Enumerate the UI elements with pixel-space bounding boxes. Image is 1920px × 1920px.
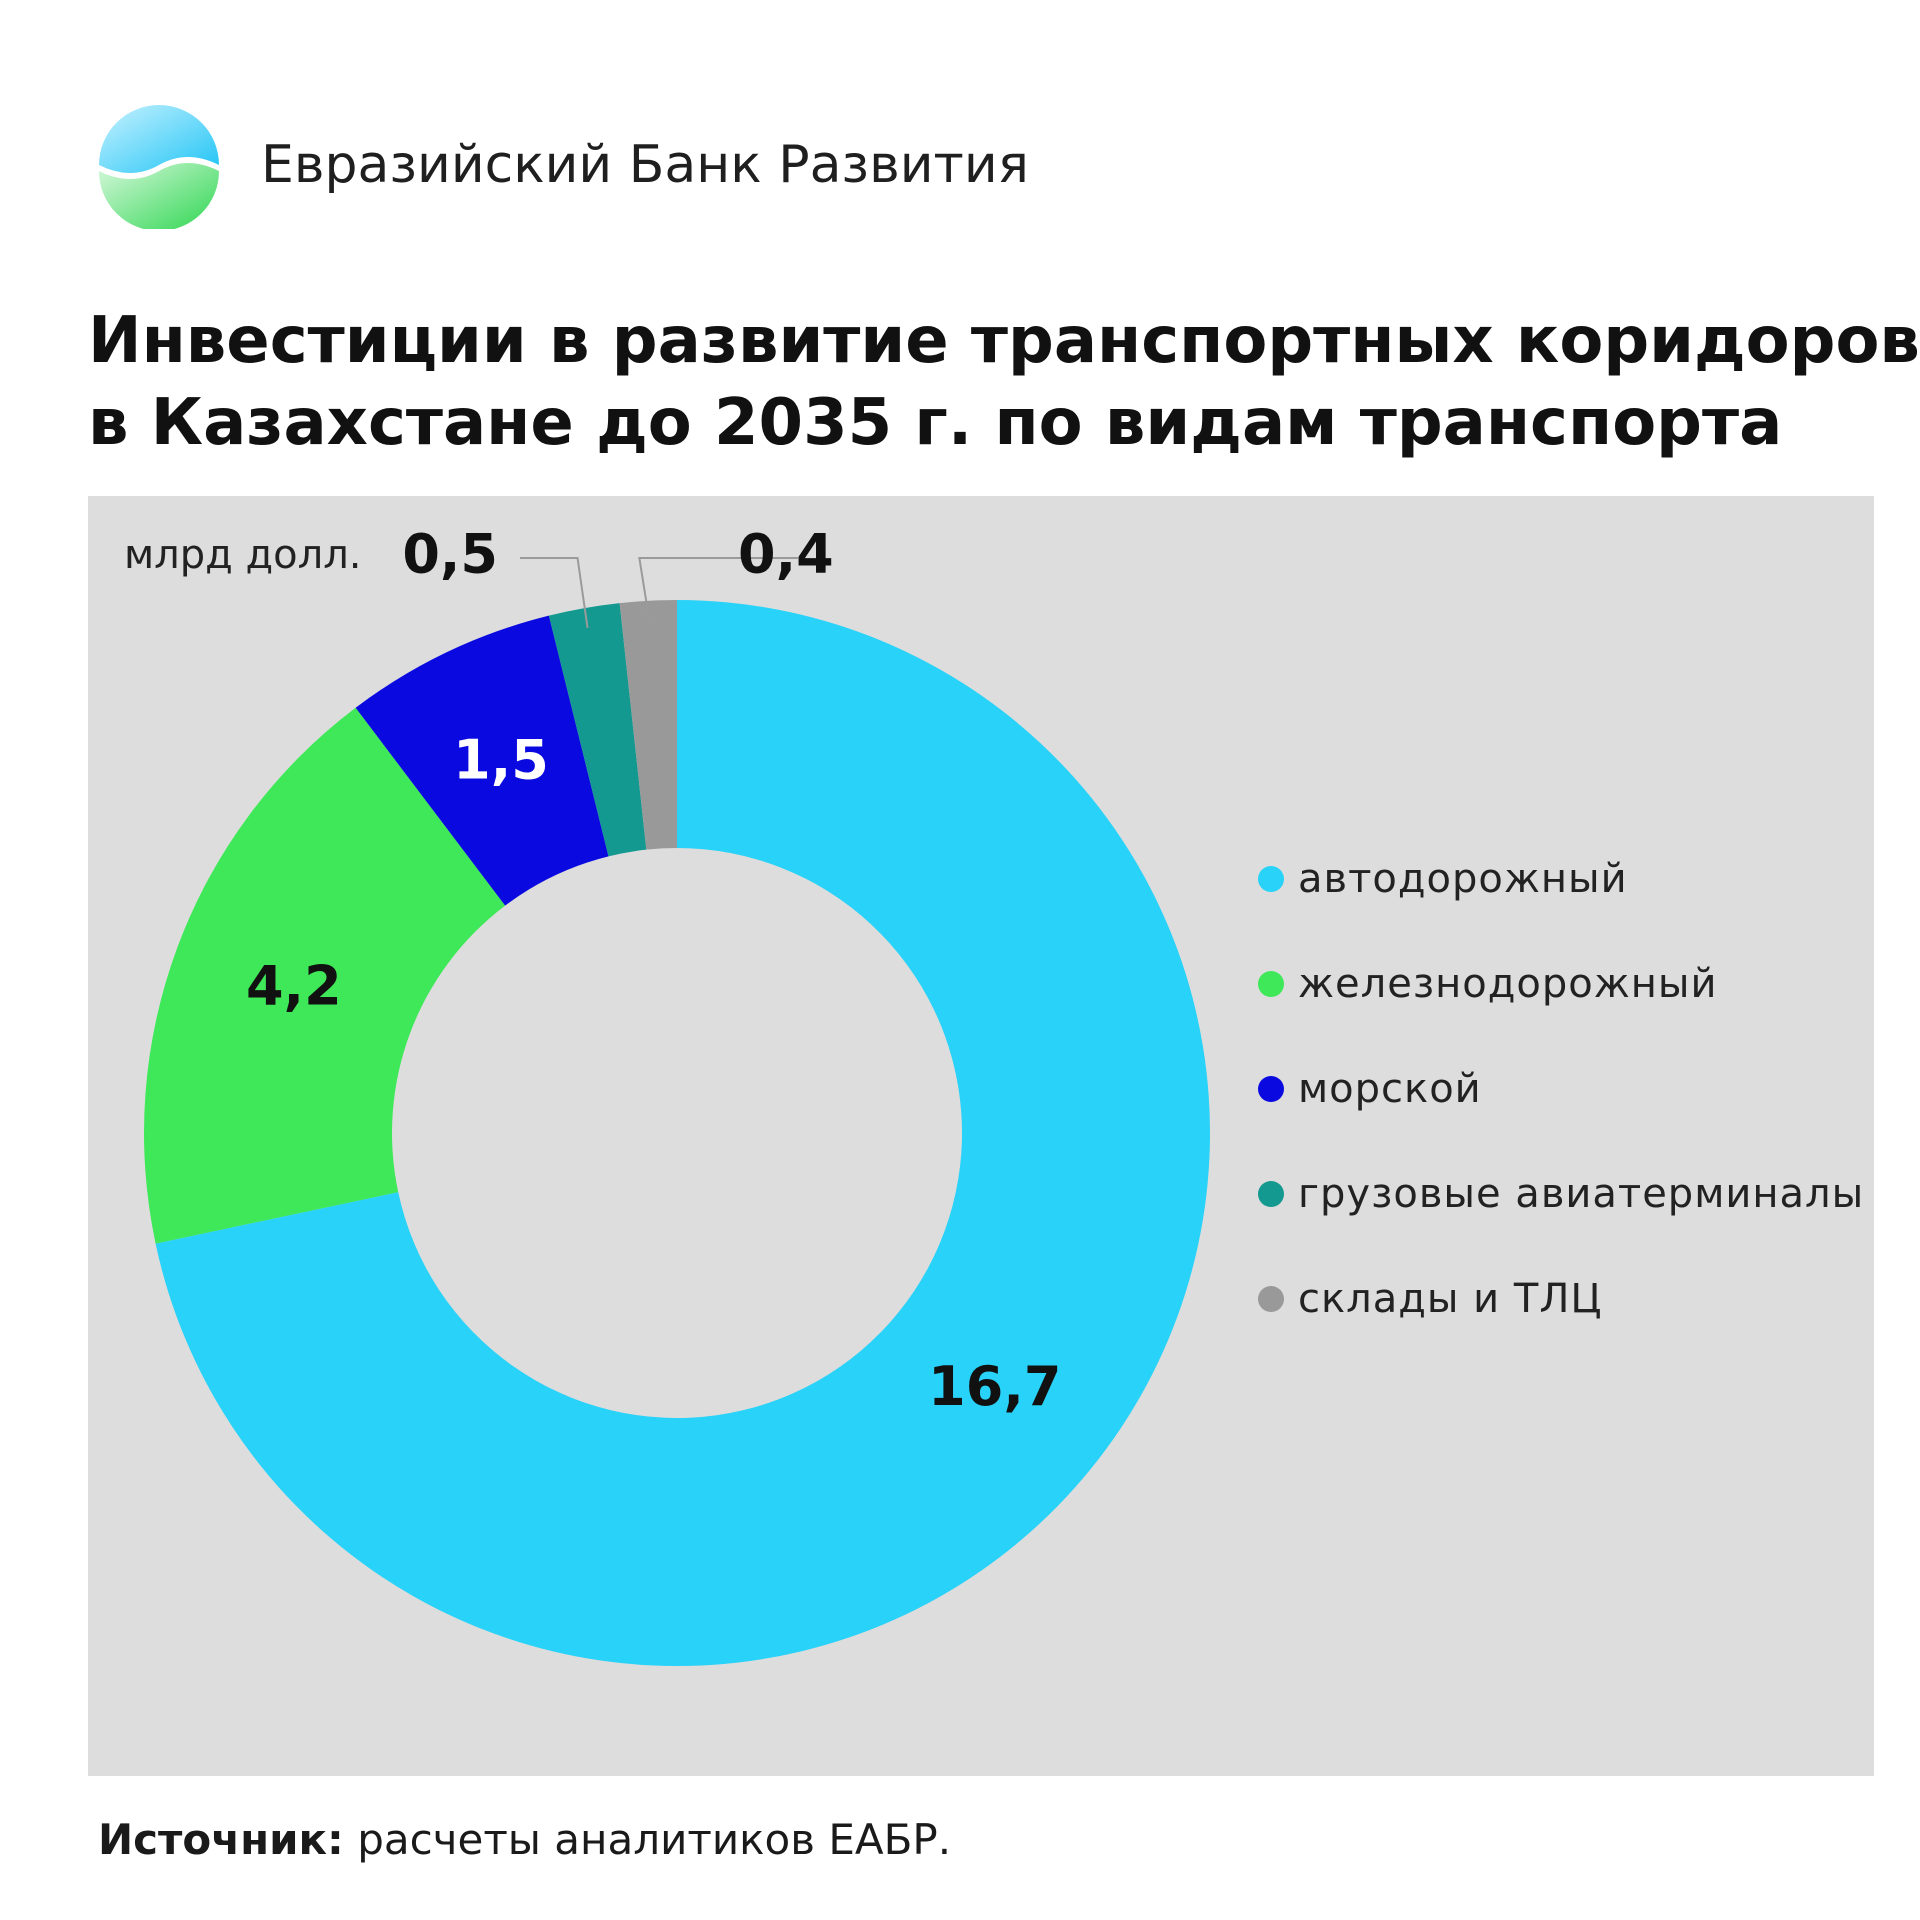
chart-title-line-1: Инвестиции в развитие транспортных корид…: [88, 304, 1920, 378]
bank-name: Евразийский Банк Развития: [261, 135, 1029, 195]
chart-title-line-2: в Казахстане до 2035 г. по видам транспо…: [88, 386, 1783, 460]
donut-chart: 16,7 4,2 1,5 0,5 0,4: [143, 523, 1211, 1666]
legend-item-4: грузовые авиатерминалы: [1258, 1141, 1864, 1246]
data-label-1: 16,7: [928, 1355, 1061, 1418]
source-text: расчеты аналитиков ЕАБР.: [357, 1815, 952, 1864]
chart-panel: млрд долл. 16,7 4,2 1,5 0,5 0,4 автодорожный…: [88, 496, 1874, 1776]
donut-slice-1: [155, 600, 1211, 1666]
chart-title: Инвестиции в развитие транспортных корид…: [88, 300, 1920, 464]
legend-label: склады и ТЛЦ: [1298, 1275, 1603, 1322]
data-label-2: 4,2: [246, 955, 342, 1018]
legend-item-5: склады и ТЛЦ: [1258, 1246, 1864, 1351]
donut-slice-2: [143, 707, 506, 1244]
bank-logo: [99, 105, 219, 229]
legend-label: морской: [1298, 1065, 1482, 1112]
legend-item-3: морской: [1258, 1036, 1864, 1141]
data-label-4: 0,5: [402, 523, 498, 586]
donut-slice-4: [548, 603, 647, 857]
legend-swatch: [1258, 1285, 1284, 1312]
legend: автодорожный железнодорожный морской грузов…: [1258, 826, 1864, 1351]
leader-line-5: [638, 557, 798, 621]
legend-swatch: [1258, 865, 1284, 892]
donut-slice-5: [619, 600, 677, 850]
legend-label: грузовые авиатерминалы: [1298, 1170, 1865, 1217]
legend-label: автодорожный: [1298, 855, 1628, 902]
source-note: Источник: расчеты аналитиков ЕАБР.: [98, 1815, 951, 1864]
header: Евразийский Банк Развития: [95, 100, 1029, 230]
unit-label: млрд долл.: [124, 532, 362, 578]
source-label: Источник:: [98, 1815, 344, 1864]
legend-item-2: железнодорожный: [1258, 931, 1864, 1036]
legend-swatch: [1258, 1075, 1284, 1102]
legend-item-1: автодорожный: [1258, 826, 1864, 931]
legend-swatch: [1258, 970, 1284, 997]
leader-line-4: [520, 557, 589, 629]
data-label-3: 1,5: [453, 728, 549, 791]
legend-swatch: [1258, 1180, 1284, 1207]
legend-label: железнодорожный: [1298, 960, 1718, 1007]
donut-slice-3: [355, 615, 609, 906]
data-label-5: 0,4: [738, 523, 834, 586]
